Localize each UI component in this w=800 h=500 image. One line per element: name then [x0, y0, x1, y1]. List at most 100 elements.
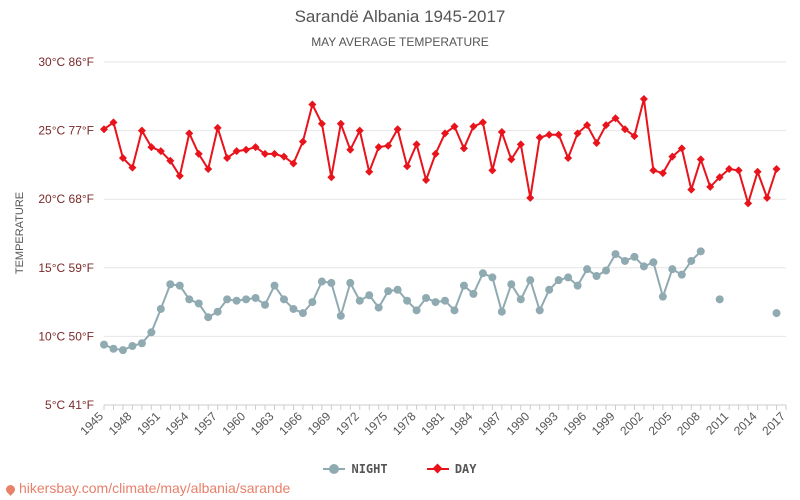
data-point-night [573, 281, 582, 290]
data-point-day [478, 118, 487, 127]
data-point-night [507, 280, 516, 289]
data-point-night [497, 307, 506, 316]
data-point-night [526, 276, 535, 285]
legend: NIGHT DAY [0, 462, 800, 478]
x-tick-label: 2014 [731, 409, 760, 438]
x-tick-label: 2005 [646, 409, 675, 438]
data-point-night [336, 311, 345, 320]
data-point-day [204, 165, 213, 174]
data-point-night [602, 266, 611, 275]
data-point-day [677, 144, 686, 153]
y-tick-label: 5°C 41°F [45, 398, 94, 412]
x-tick-label: 1999 [589, 409, 618, 438]
data-point-day [403, 162, 412, 171]
chart-title: Sarandë Albania 1945-2017 [294, 7, 506, 26]
x-tick-label: 1945 [77, 409, 106, 438]
y-tick-label: 15°C 59°F [38, 261, 94, 275]
data-point-day [639, 95, 648, 104]
data-point-day [393, 125, 402, 134]
data-point-day [554, 130, 563, 139]
legend-item-night[interactable]: NIGHT [323, 462, 388, 476]
data-point-day [384, 141, 393, 150]
data-point-day [497, 127, 506, 136]
data-point-day [355, 126, 364, 135]
data-point-day [535, 133, 544, 142]
data-point-day [175, 171, 184, 180]
data-point-day [441, 129, 449, 138]
data-point-day [147, 143, 156, 152]
x-tick-label: 2011 [703, 409, 731, 437]
x-tick-label: 1993 [532, 409, 561, 438]
data-point-day [573, 129, 582, 138]
data-point-night [535, 306, 544, 315]
x-tick-label: 1990 [504, 409, 533, 438]
data-point-night [166, 280, 175, 289]
data-point-day [166, 156, 175, 165]
data-point-night [194, 299, 203, 308]
data-point-night [403, 296, 412, 305]
data-point-night [620, 256, 629, 265]
data-point-day [270, 149, 279, 158]
data-point-day [156, 147, 165, 156]
data-point-night [327, 278, 336, 287]
y-tick-label: 10°C 50°F [38, 329, 94, 343]
data-point-night [478, 269, 487, 278]
data-point-night [308, 298, 317, 307]
data-point-day [772, 165, 781, 174]
data-point-day [706, 182, 715, 191]
x-tick-label: 2017 [759, 409, 788, 438]
x-tick-label: 2008 [674, 409, 703, 438]
data-point-day [516, 140, 525, 149]
data-point-day [327, 173, 336, 182]
data-point-night [393, 285, 402, 294]
legend-item-day[interactable]: DAY [426, 462, 477, 476]
data-point-night [156, 304, 165, 313]
data-point-day [317, 119, 326, 128]
data-point-day [336, 119, 345, 128]
data-point-night [564, 273, 573, 282]
data-point-day [365, 167, 374, 176]
data-point-day [459, 144, 468, 153]
data-point-day [118, 154, 127, 163]
data-point-day [734, 166, 743, 175]
data-point-night [100, 340, 108, 349]
data-point-night [459, 281, 468, 290]
data-point-day [431, 149, 440, 158]
data-point-night [715, 295, 724, 304]
data-point-day [232, 147, 241, 156]
data-point-night [232, 296, 241, 305]
data-point-day [545, 130, 554, 139]
data-point-day [583, 121, 592, 130]
data-point-night [772, 309, 781, 318]
legend-night-label: NIGHT [351, 462, 388, 476]
data-point-day [592, 138, 601, 147]
data-point-night [469, 289, 478, 298]
data-point-night [554, 276, 563, 285]
data-point-day [488, 166, 497, 175]
data-point-night [696, 247, 705, 256]
data-point-day [213, 123, 222, 132]
data-point-day [753, 167, 762, 176]
data-point-night [355, 296, 364, 305]
data-point-night [630, 252, 639, 261]
data-point-night [592, 272, 601, 281]
y-tick-label: 20°C 68°F [38, 192, 94, 206]
data-point-day [223, 154, 232, 163]
data-point-night [137, 339, 146, 348]
data-point-day [374, 143, 383, 152]
data-point-night [365, 291, 374, 300]
data-point-night [545, 285, 554, 294]
data-point-day [346, 145, 355, 154]
data-point-day [725, 165, 734, 174]
chart-subtitle: MAY AVERAGE TEMPERATURE [311, 35, 489, 49]
data-point-day [696, 155, 705, 164]
source-link[interactable]: hikersbay.com/climate/may/albania/sarand… [4, 480, 290, 496]
data-point-night [649, 258, 658, 267]
data-point-day [469, 122, 478, 131]
x-tick-label: 1978 [390, 409, 419, 438]
x-tick-label: 1966 [276, 409, 305, 438]
legend-day-label: DAY [454, 462, 477, 476]
x-tick-label: 1951 [134, 409, 163, 438]
data-point-night [289, 304, 298, 313]
y-tick-label: 25°C 77°F [38, 124, 94, 138]
